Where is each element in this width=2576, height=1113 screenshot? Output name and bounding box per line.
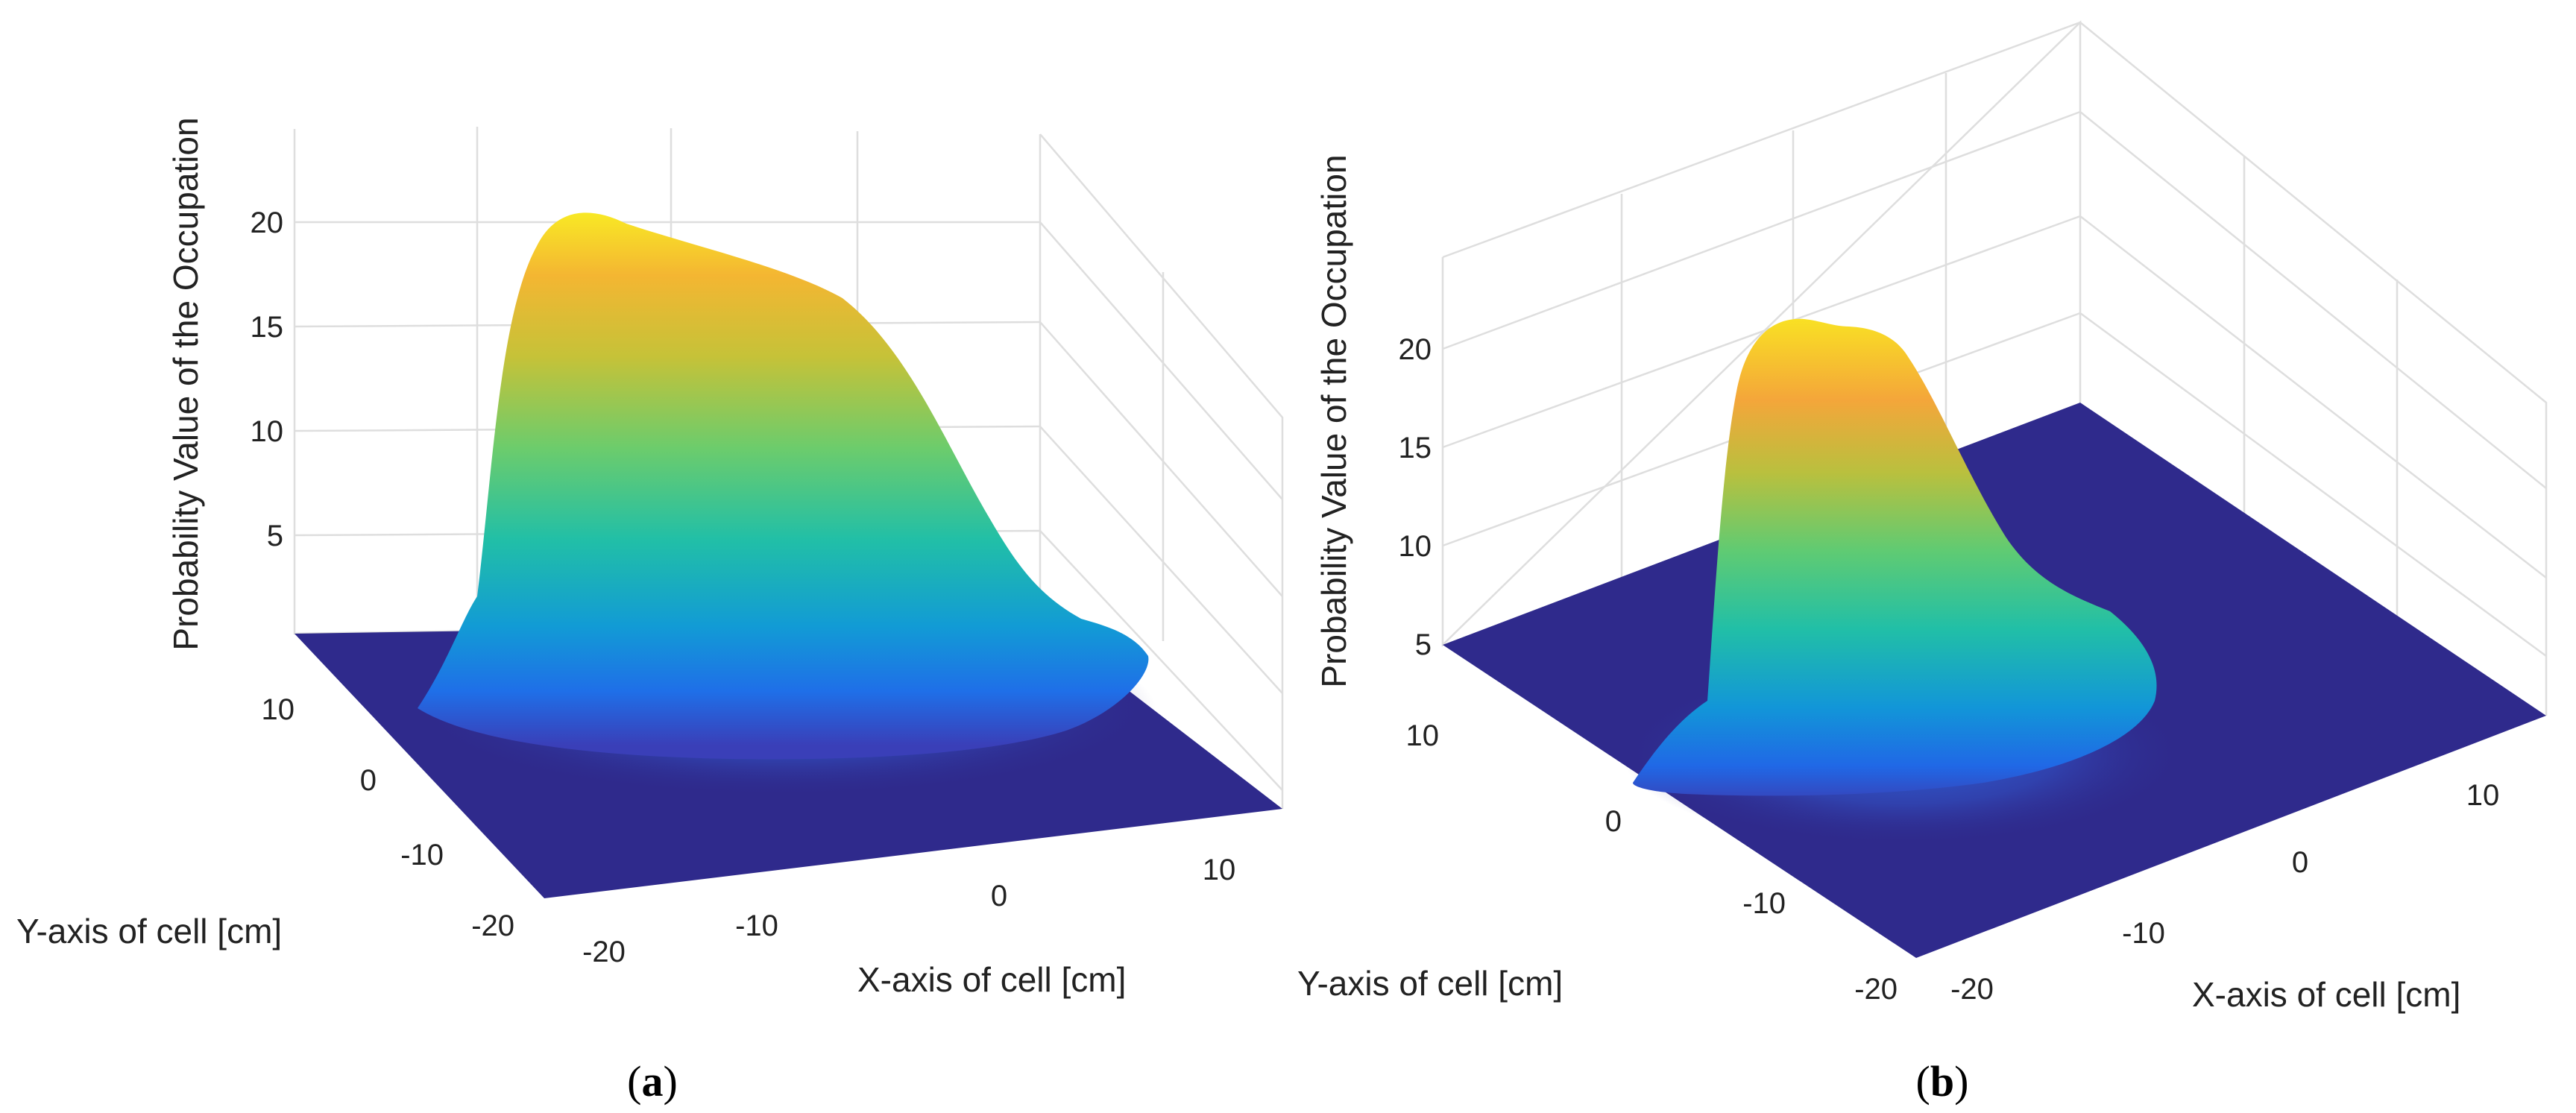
panel-b-gridline [2079, 312, 2547, 658]
panel-b-y-tick: 0 [1605, 805, 1622, 838]
panel-a-gridline [1039, 426, 1283, 694]
panel-b-y-axis-label: Y-axis of cell [cm] [1297, 964, 1563, 1003]
panel-b-grid [1441, 20, 2548, 716]
panel-b-x-axis-label: X-axis of cell [cm] [2192, 975, 2460, 1014]
panel-a-surface [418, 212, 1149, 760]
panel-a-gridline [1039, 221, 1283, 500]
panel-a-x-tick: 0 [991, 880, 1007, 912]
panel-b-z-ticks: 20 15 10 5 [1399, 333, 1432, 661]
panel-a-y-tick: 0 [360, 764, 377, 797]
panel-a-z-tick: 10 [251, 415, 284, 448]
panel-b-gridline [2079, 111, 2547, 489]
panel-a-z-tick: 5 [267, 520, 283, 552]
panel-a-x-axis-label: X-axis of cell [cm] [857, 960, 1126, 999]
panel-b: 20 15 10 5 10 0 -10 -20 -20 -10 0 10 Pro… [1297, 20, 2548, 1106]
panel-b-gridline [1442, 21, 2081, 259]
panel-a-y-axis-label: Y-axis of cell [cm] [16, 912, 282, 950]
panel-b-y-tick: -10 [1742, 887, 1786, 920]
panel-b-gridline [2079, 215, 2547, 578]
panel-b-side-frame [2079, 22, 2548, 716]
panel-a-x-tick: -10 [735, 909, 778, 942]
panel-a-z-tick: 15 [251, 311, 284, 344]
panel-b-x-tick: 0 [2292, 846, 2308, 879]
panel-b-back-frame [1441, 20, 2082, 647]
panel-b-surface [1633, 318, 2157, 796]
panel-a-z-ticks: 20 15 10 5 [251, 206, 284, 552]
panel-b-z-axis-label: Probability Value of the Occupation [1314, 154, 1353, 687]
panel-b-gridline [1442, 215, 2081, 449]
panel-a-y-ticks: 10 0 -10 -20 [262, 693, 515, 942]
panel-a-y-tick: -20 [471, 909, 514, 942]
panel-b-y-tick: 10 [1406, 719, 1440, 752]
panel-b-z-tick: 20 [1399, 333, 1432, 366]
panel-a-gridline [1039, 530, 1283, 791]
panel-b-y-ticks: 10 0 -10 -20 [1406, 719, 1898, 1006]
panel-a-x-tick: -20 [582, 936, 626, 968]
panel-b-z-tick: 15 [1399, 432, 1432, 464]
panel-b-x-tick: 10 [2466, 779, 2500, 812]
panel-a-z-axis-label: Probability Value of the Occupation [166, 117, 205, 650]
panel-a-z-tick: 20 [251, 206, 284, 239]
panel-a-x-tick: 10 [1203, 854, 1236, 886]
panel-b-x-tick: -10 [2122, 917, 2165, 950]
panel-b-z-tick: 10 [1399, 530, 1432, 563]
panel-b-caption: (b) [1916, 1057, 1969, 1106]
panel-b-x-ticks: -20 -10 0 10 [1950, 779, 2499, 1006]
panel-b-x-tick: -20 [1950, 973, 1994, 1006]
panel-b-z-tick: 5 [1415, 628, 1432, 661]
panel-a-side-frame [1039, 133, 1284, 809]
panel-b-y-tick: -20 [1854, 973, 1898, 1006]
panel-a: 20 15 10 5 10 0 -10 -20 -20 -10 0 10 Pro… [16, 117, 1284, 1106]
panel-a-y-tick: 10 [262, 693, 295, 726]
panel-a-y-tick: -10 [400, 839, 444, 871]
panel-a-caption: (a) [627, 1057, 678, 1106]
panel-a-gridline [1039, 321, 1283, 597]
panel-a-x-ticks: -20 -10 0 10 [582, 854, 1235, 968]
panel-b-gridline [1442, 110, 2081, 350]
